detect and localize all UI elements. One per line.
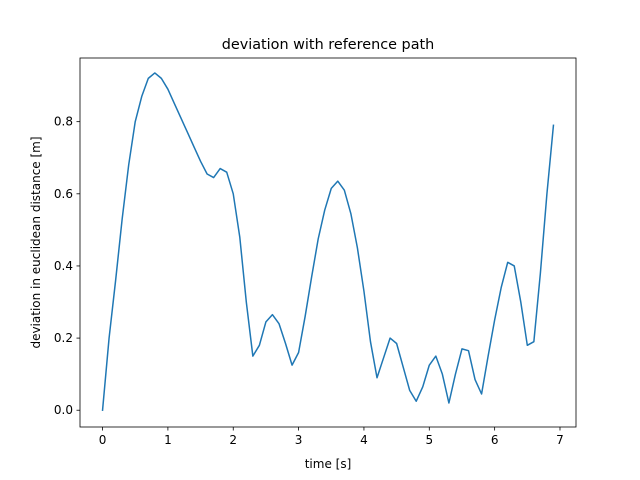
y-axis-label: deviation in euclidean distance [m] bbox=[29, 136, 43, 348]
x-axis-label: time [s] bbox=[305, 457, 352, 471]
chart-title: deviation with reference path bbox=[222, 37, 435, 53]
x-tick-label: 4 bbox=[360, 433, 368, 447]
y-tick-label: 0.4 bbox=[54, 259, 73, 273]
x-tick-label: 0 bbox=[99, 433, 107, 447]
y-tick-label: 0.0 bbox=[54, 403, 73, 417]
y-tick-label: 0.2 bbox=[54, 331, 73, 345]
series-line bbox=[101, 72, 555, 412]
x-tick-label: 7 bbox=[556, 433, 564, 447]
x-axis: 0 1 2 3 4 5 6 7 bbox=[99, 427, 564, 447]
x-tick-label: 3 bbox=[295, 433, 303, 447]
series-layer bbox=[101, 72, 555, 412]
y-axis: 0.0 0.2 0.4 0.6 0.8 bbox=[54, 115, 80, 417]
y-tick-label: 0.6 bbox=[54, 187, 73, 201]
plot-frame bbox=[79, 57, 577, 428]
x-tick-label: 6 bbox=[491, 433, 499, 447]
x-tick-label: 5 bbox=[425, 433, 433, 447]
plot-area bbox=[79, 57, 577, 428]
x-tick-label: 2 bbox=[229, 433, 237, 447]
x-tick-label: 1 bbox=[164, 433, 172, 447]
y-tick-label: 0.8 bbox=[54, 115, 73, 129]
